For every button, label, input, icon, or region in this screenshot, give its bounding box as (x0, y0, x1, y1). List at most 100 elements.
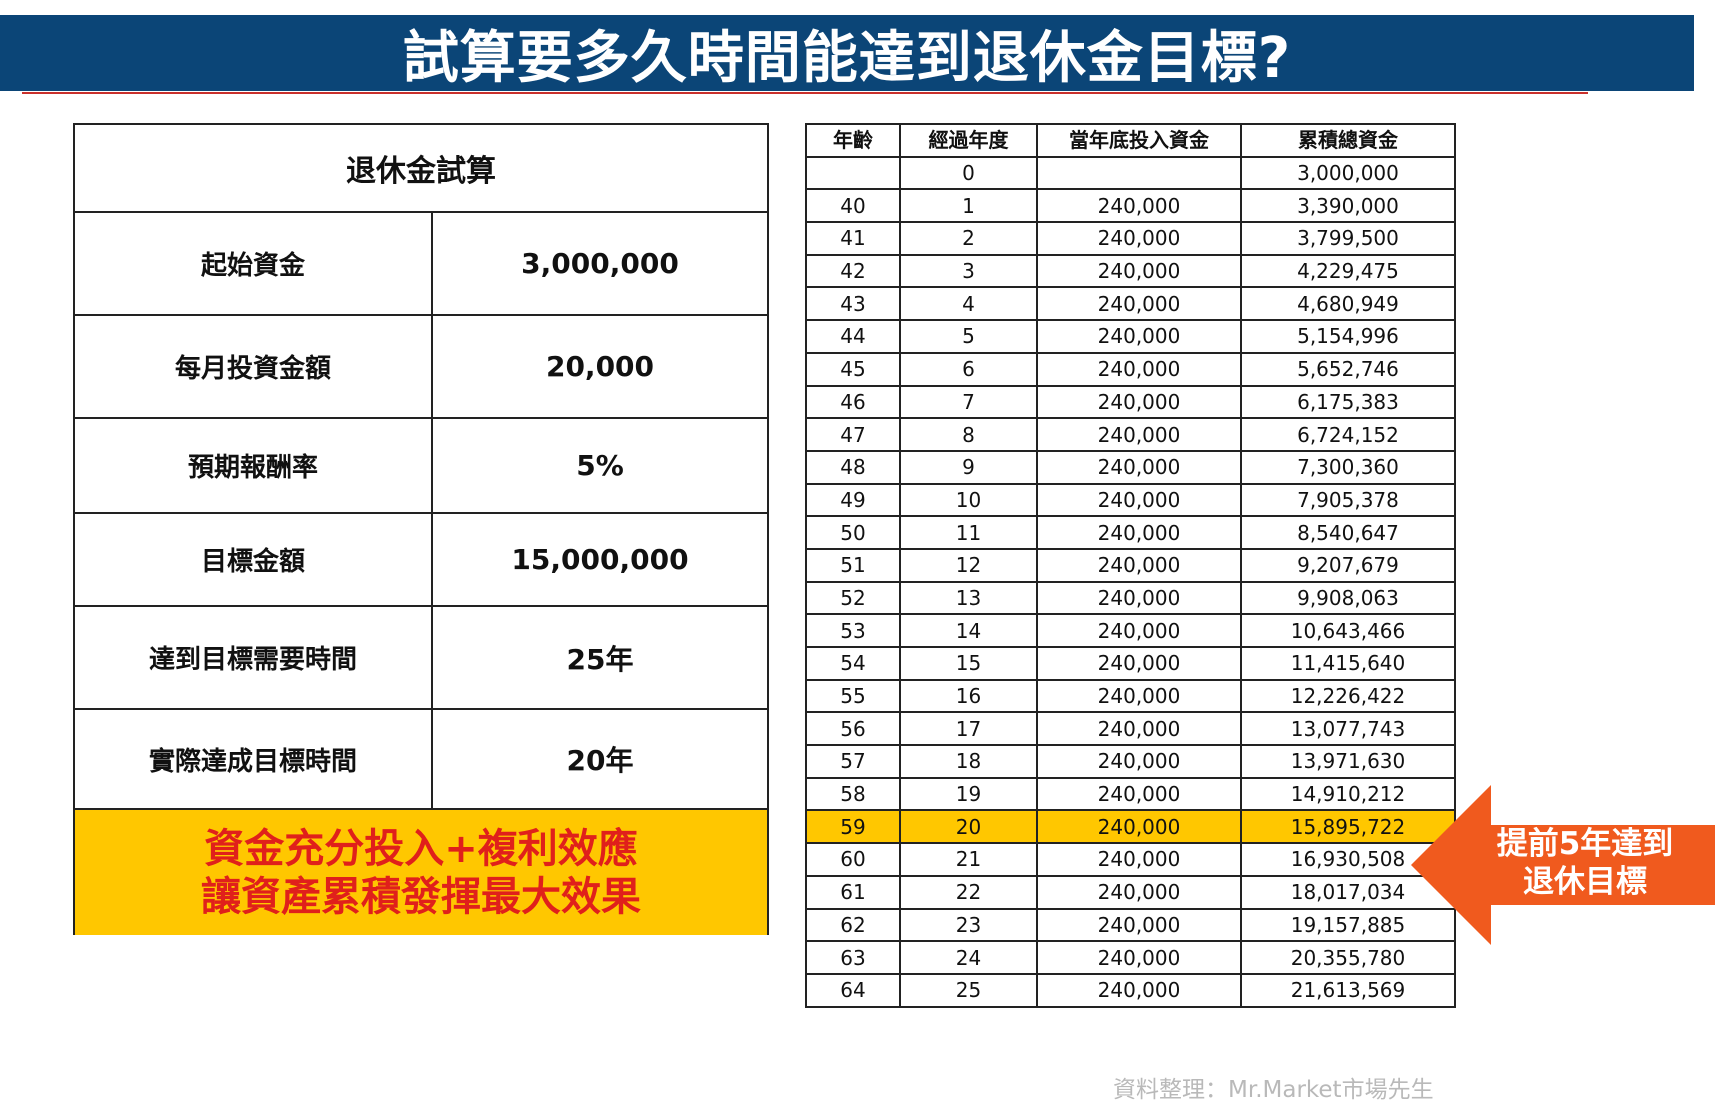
summary-value: 25年 (566, 642, 634, 676)
cell-total-capital: 3,000,000 (1240, 155, 1456, 191)
cell-total-capital: 4,229,475 (1240, 253, 1456, 289)
summary-footer-banner: 資金充分投入+複利效應 讓資產累積發揮最大效果 (75, 810, 767, 935)
cell-age: 51 (805, 547, 901, 583)
cell-total-capital: 15,895,722 (1240, 809, 1456, 845)
cell-years-elapsed: 16 (899, 678, 1038, 714)
footer-line-2: 讓資產累積發揮最大效果 (201, 873, 641, 920)
cell-age: 57 (805, 744, 901, 779)
summary-label: 起始資金 (75, 213, 433, 314)
table-row: 61 22 240,000 18,017,034 (805, 874, 1456, 910)
table-row: 57 18 240,000 13,971,630 (805, 744, 1456, 779)
summary-label: 目標金額 (75, 514, 433, 605)
cell-years-elapsed: 15 (899, 646, 1038, 681)
table-row: 51 12 240,000 9,207,679 (805, 547, 1456, 583)
summary-value: 5% (576, 449, 624, 482)
cell-years-elapsed: 25 (899, 972, 1038, 1008)
summary-label: 實際達成目標時間 (75, 710, 433, 808)
cell-age: 44 (805, 319, 901, 354)
cell-total-capital: 18,017,034 (1240, 874, 1456, 910)
cell-annual-investment: 240,000 (1036, 646, 1242, 681)
table-row: 46 7 240,000 6,175,383 (805, 384, 1456, 420)
cell-annual-investment: 240,000 (1036, 188, 1242, 224)
summary-value: 15,000,000 (511, 543, 689, 576)
table-row: 42 3 240,000 4,229,475 (805, 253, 1456, 289)
table-row: 54 15 240,000 11,415,640 (805, 646, 1456, 681)
table-row: 41 2 240,000 3,799,500 (805, 221, 1456, 256)
cell-annual-investment: 240,000 (1036, 580, 1242, 616)
table-row: 55 16 240,000 12,226,422 (805, 678, 1456, 714)
cell-total-capital: 21,613,569 (1240, 972, 1456, 1008)
cell-total-capital: 14,910,212 (1240, 776, 1456, 812)
cell-annual-investment: 240,000 (1036, 417, 1242, 452)
table-row: 40 1 240,000 3,390,000 (805, 188, 1456, 224)
cell-annual-investment: 240,000 (1036, 809, 1242, 845)
cell-annual-investment: 240,000 (1036, 384, 1242, 420)
table-body: 0 3,000,000 40 1 240,000 3,390,000 41 2 240,000 3… (805, 155, 1456, 1008)
cell-annual-investment: 240,000 (1036, 515, 1242, 550)
cell-years-elapsed: 18 (899, 744, 1038, 779)
cell-annual-investment: 240,000 (1036, 253, 1242, 289)
cell-years-elapsed: 9 (899, 449, 1038, 485)
cell-years-elapsed: 3 (899, 253, 1038, 289)
summary-value: 20年 (566, 744, 634, 777)
table-row: 58 19 240,000 14,910,212 (805, 776, 1456, 812)
cell-total-capital: 6,175,383 (1240, 384, 1456, 420)
cell-total-capital: 11,415,640 (1240, 646, 1456, 681)
table-row: 63 24 240,000 20,355,780 (805, 940, 1456, 975)
cell-annual-investment: 240,000 (1036, 221, 1242, 256)
cell-age: 49 (805, 482, 901, 518)
cell-age: 42 (805, 253, 901, 289)
cell-total-capital: 9,908,063 (1240, 580, 1456, 616)
cell-years-elapsed: 11 (899, 515, 1038, 550)
cell-annual-investment: 240,000 (1036, 351, 1242, 387)
cell-years-elapsed: 6 (899, 351, 1038, 387)
cell-total-capital: 4,680,949 (1240, 286, 1456, 322)
cell-years-elapsed: 1 (899, 188, 1038, 224)
table-row: 45 6 240,000 5,652,746 (805, 351, 1456, 387)
cell-age: 60 (805, 842, 901, 877)
cell-age: 58 (805, 776, 901, 812)
table-row: 50 11 240,000 8,540,647 (805, 515, 1456, 550)
cell-annual-investment: 240,000 (1036, 874, 1242, 910)
cell-annual-investment: 240,000 (1036, 547, 1242, 583)
summary-heading: 退休金試算 (75, 125, 767, 213)
table-row: 64 25 240,000 21,613,569 (805, 972, 1456, 1008)
table-row: 49 10 240,000 7,905,378 (805, 482, 1456, 518)
cell-years-elapsed: 23 (899, 907, 1038, 943)
cell-annual-investment: 240,000 (1036, 842, 1242, 877)
header-age: 年齡 (805, 123, 901, 158)
cell-annual-investment: 240,000 (1036, 776, 1242, 812)
cell-total-capital: 10,643,466 (1240, 613, 1456, 648)
cell-annual-investment (1036, 155, 1242, 191)
accumulation-table: 年齡 經過年度 當年底投入資金 累積總資金 0 3,000,000 40 1 240,0… (805, 123, 1456, 1008)
cell-age: 43 (805, 286, 901, 322)
table-row: 44 5 240,000 5,154,996 (805, 319, 1456, 354)
cell-age: 50 (805, 515, 901, 550)
table-row: 56 17 240,000 13,077,743 (805, 711, 1456, 747)
cell-age (805, 155, 901, 191)
cell-age: 64 (805, 972, 901, 1008)
cell-annual-investment: 240,000 (1036, 613, 1242, 648)
cell-age: 62 (805, 907, 901, 943)
cell-years-elapsed: 20 (899, 809, 1038, 845)
summary-value: 20,000 (545, 350, 655, 383)
cell-total-capital: 7,300,360 (1240, 449, 1456, 485)
header-total-capital: 累積總資金 (1240, 123, 1456, 158)
header-years-elapsed: 經過年度 (899, 123, 1038, 158)
cell-age: 40 (805, 188, 901, 224)
cell-annual-investment: 240,000 (1036, 319, 1242, 354)
cell-annual-investment: 240,000 (1036, 940, 1242, 975)
cell-total-capital: 5,652,746 (1240, 351, 1456, 387)
cell-annual-investment: 240,000 (1036, 744, 1242, 779)
cell-years-elapsed: 4 (899, 286, 1038, 322)
cell-years-elapsed: 2 (899, 221, 1038, 256)
retirement-summary-table: 退休金試算 起始資金 3,000,000 每月投資金額 20,000 預期報酬率… (73, 123, 769, 935)
table-row: 59 20 240,000 15,895,722 (805, 809, 1456, 845)
table-row: 62 23 240,000 19,157,885 (805, 907, 1456, 943)
summary-value: 3,000,000 (521, 247, 679, 280)
cell-total-capital: 8,540,647 (1240, 515, 1456, 550)
callout-line-1: 提前5年達到 (1496, 826, 1674, 862)
cell-age: 46 (805, 384, 901, 420)
cell-age: 59 (805, 809, 901, 845)
arrow-left-icon (1411, 785, 1715, 945)
